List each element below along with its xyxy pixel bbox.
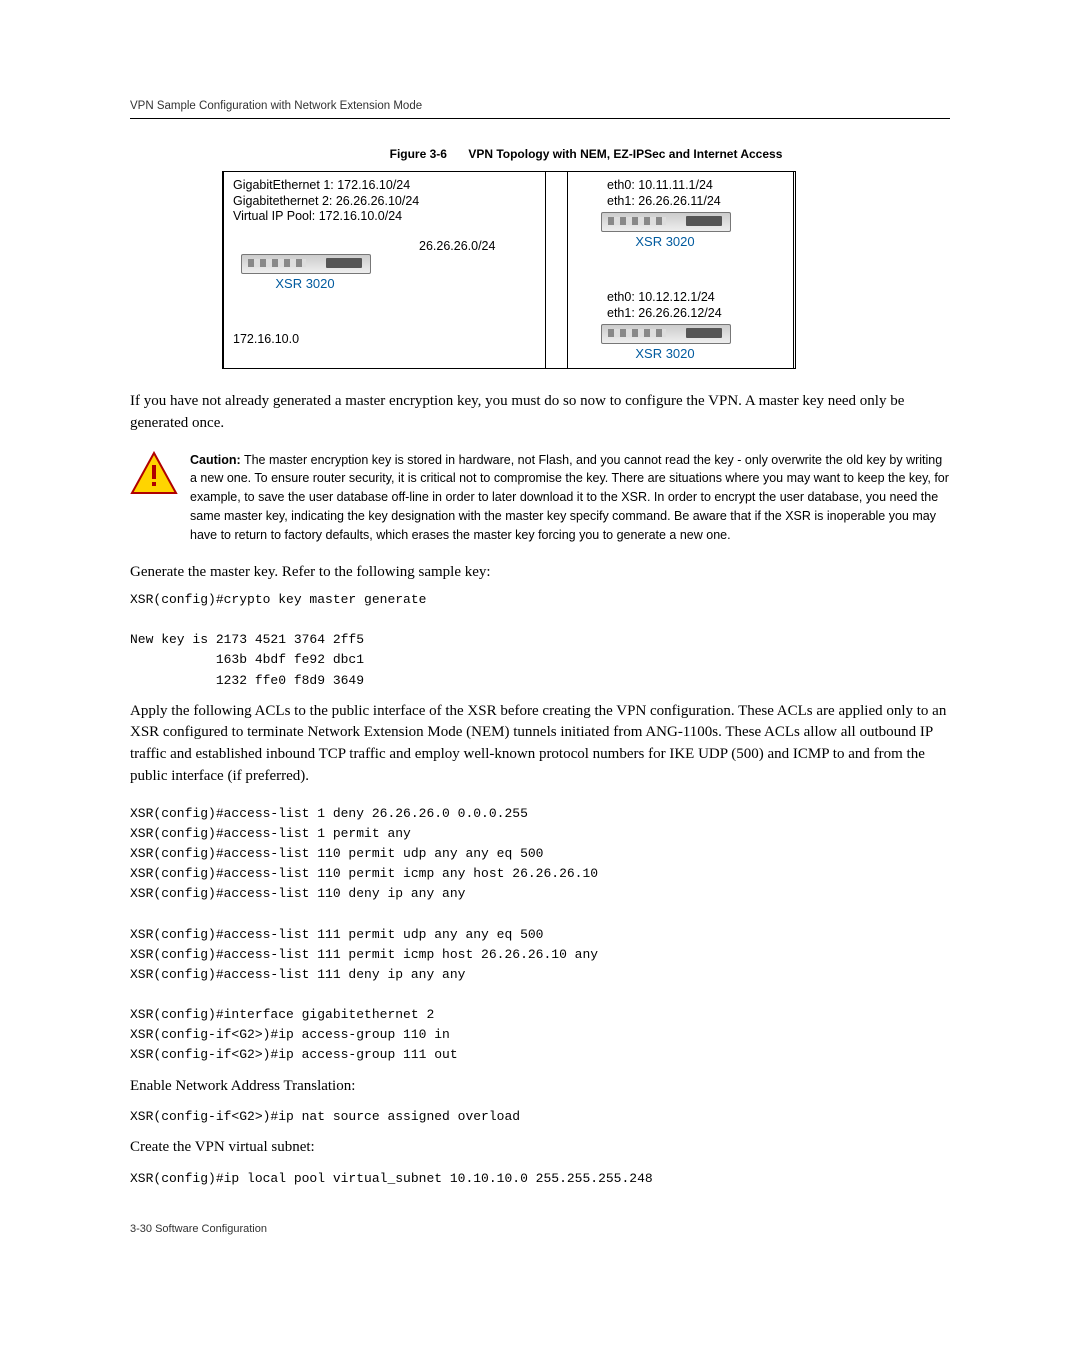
topology-diagram: GigabitEthernet 1: 172.16.10/24 Gigabite… [222, 171, 796, 369]
r2-config: eth0: 10.12.12.1/24 eth1: 26.26.26.12/24 [607, 290, 722, 321]
paragraph-5: Create the VPN virtual subnet: [130, 1137, 950, 1159]
paragraph-2: Generate the master key. Refer to the fo… [130, 562, 950, 584]
left-subnet: 172.16.10.0 [233, 332, 299, 348]
caution-block: Caution: The master encryption key is st… [130, 451, 950, 545]
code-block-1: XSR(config)#crypto key master generate N… [130, 590, 950, 691]
paragraph-3: Apply the following ACLs to the public i… [130, 701, 950, 788]
rule [130, 118, 950, 119]
router-name-r1: XSR 3020 [601, 234, 729, 250]
router-icon [601, 212, 731, 232]
figure-title: VPN Topology with NEM, EZ-IPSec and Inte… [468, 147, 782, 161]
page-footer: 3-30 Software Configuration [130, 1223, 950, 1235]
router-icon [241, 254, 371, 274]
r1-config: eth0: 10.11.11.1/24 eth1: 26.26.26.11/24 [607, 178, 721, 209]
section-header: VPN Sample Configuration with Network Ex… [130, 100, 950, 112]
left-config: GigabitEthernet 1: 172.16.10/24 Gigabite… [233, 178, 419, 225]
paragraph-1: If you have not already generated a mast… [130, 391, 950, 435]
caution-icon [130, 451, 178, 500]
code-block-4: XSR(config)#ip local pool virtual_subnet… [130, 1169, 950, 1189]
caution-text: Caution: The master encryption key is st… [190, 451, 950, 545]
code-block-3: XSR(config-if<G2>)#ip nat source assigne… [130, 1107, 950, 1127]
figure-caption: Figure 3-6 VPN Topology with NEM, EZ-IPS… [222, 147, 950, 161]
caution-label: Caution: [190, 453, 241, 467]
figure-number: Figure 3-6 [390, 147, 447, 161]
subnet-mid: 26.26.26.0/24 [419, 239, 495, 255]
router-icon [601, 324, 731, 344]
code-block-2: XSR(config)#access-list 1 deny 26.26.26.… [130, 804, 950, 1066]
paragraph-4: Enable Network Address Translation: [130, 1076, 950, 1098]
router-name-r2: XSR 3020 [601, 346, 729, 362]
router-name-left: XSR 3020 [241, 276, 369, 292]
caution-body: The master encryption key is stored in h… [190, 453, 949, 542]
